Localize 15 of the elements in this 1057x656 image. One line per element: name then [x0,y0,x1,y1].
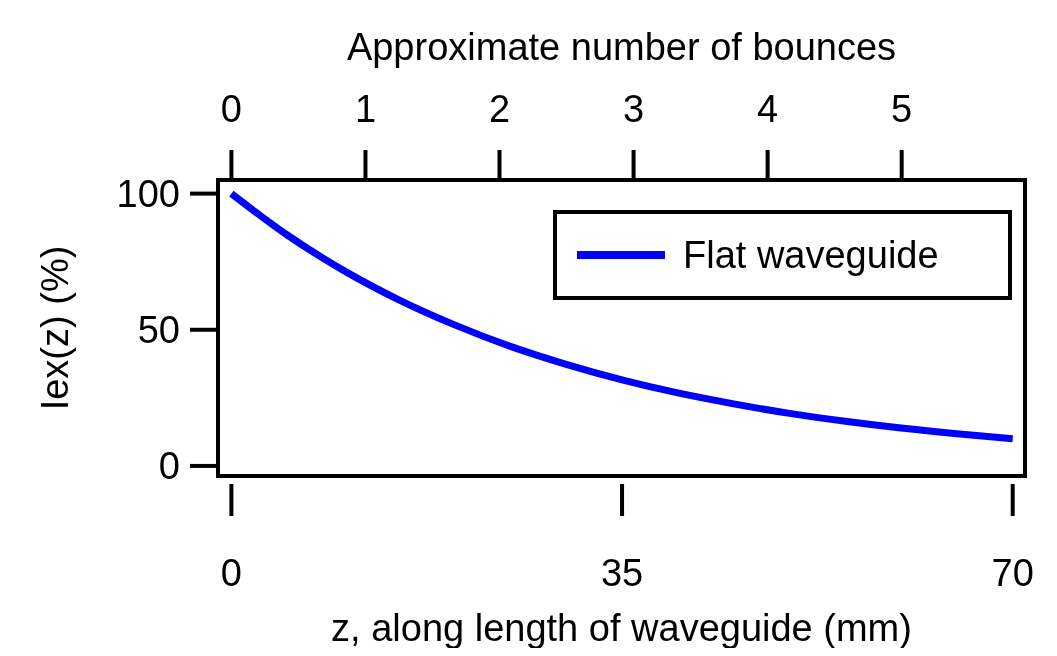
x2-tick-label: 2 [488,88,511,130]
y-tick-label: 0 [158,444,180,487]
x-tick-label: 70 [991,552,1034,594]
x2-axis-title: Approximate number of bounces [346,26,897,68]
x2-tick-label: 4 [757,88,779,130]
legend-label: Flat waveguide [683,234,939,276]
x-tick-label: 0 [220,552,242,594]
x2-tick-label: 5 [891,88,913,130]
x2-tick-label: 0 [220,88,242,130]
y-tick-label: 50 [137,308,180,351]
x2-tick-label: 3 [622,88,645,130]
y-tick-label: 100 [116,172,180,215]
x-tick-label: 35 [600,552,644,594]
y-axis-title: Iex(z) (%) [34,245,76,411]
x2-tick-label: 1 [354,88,377,130]
